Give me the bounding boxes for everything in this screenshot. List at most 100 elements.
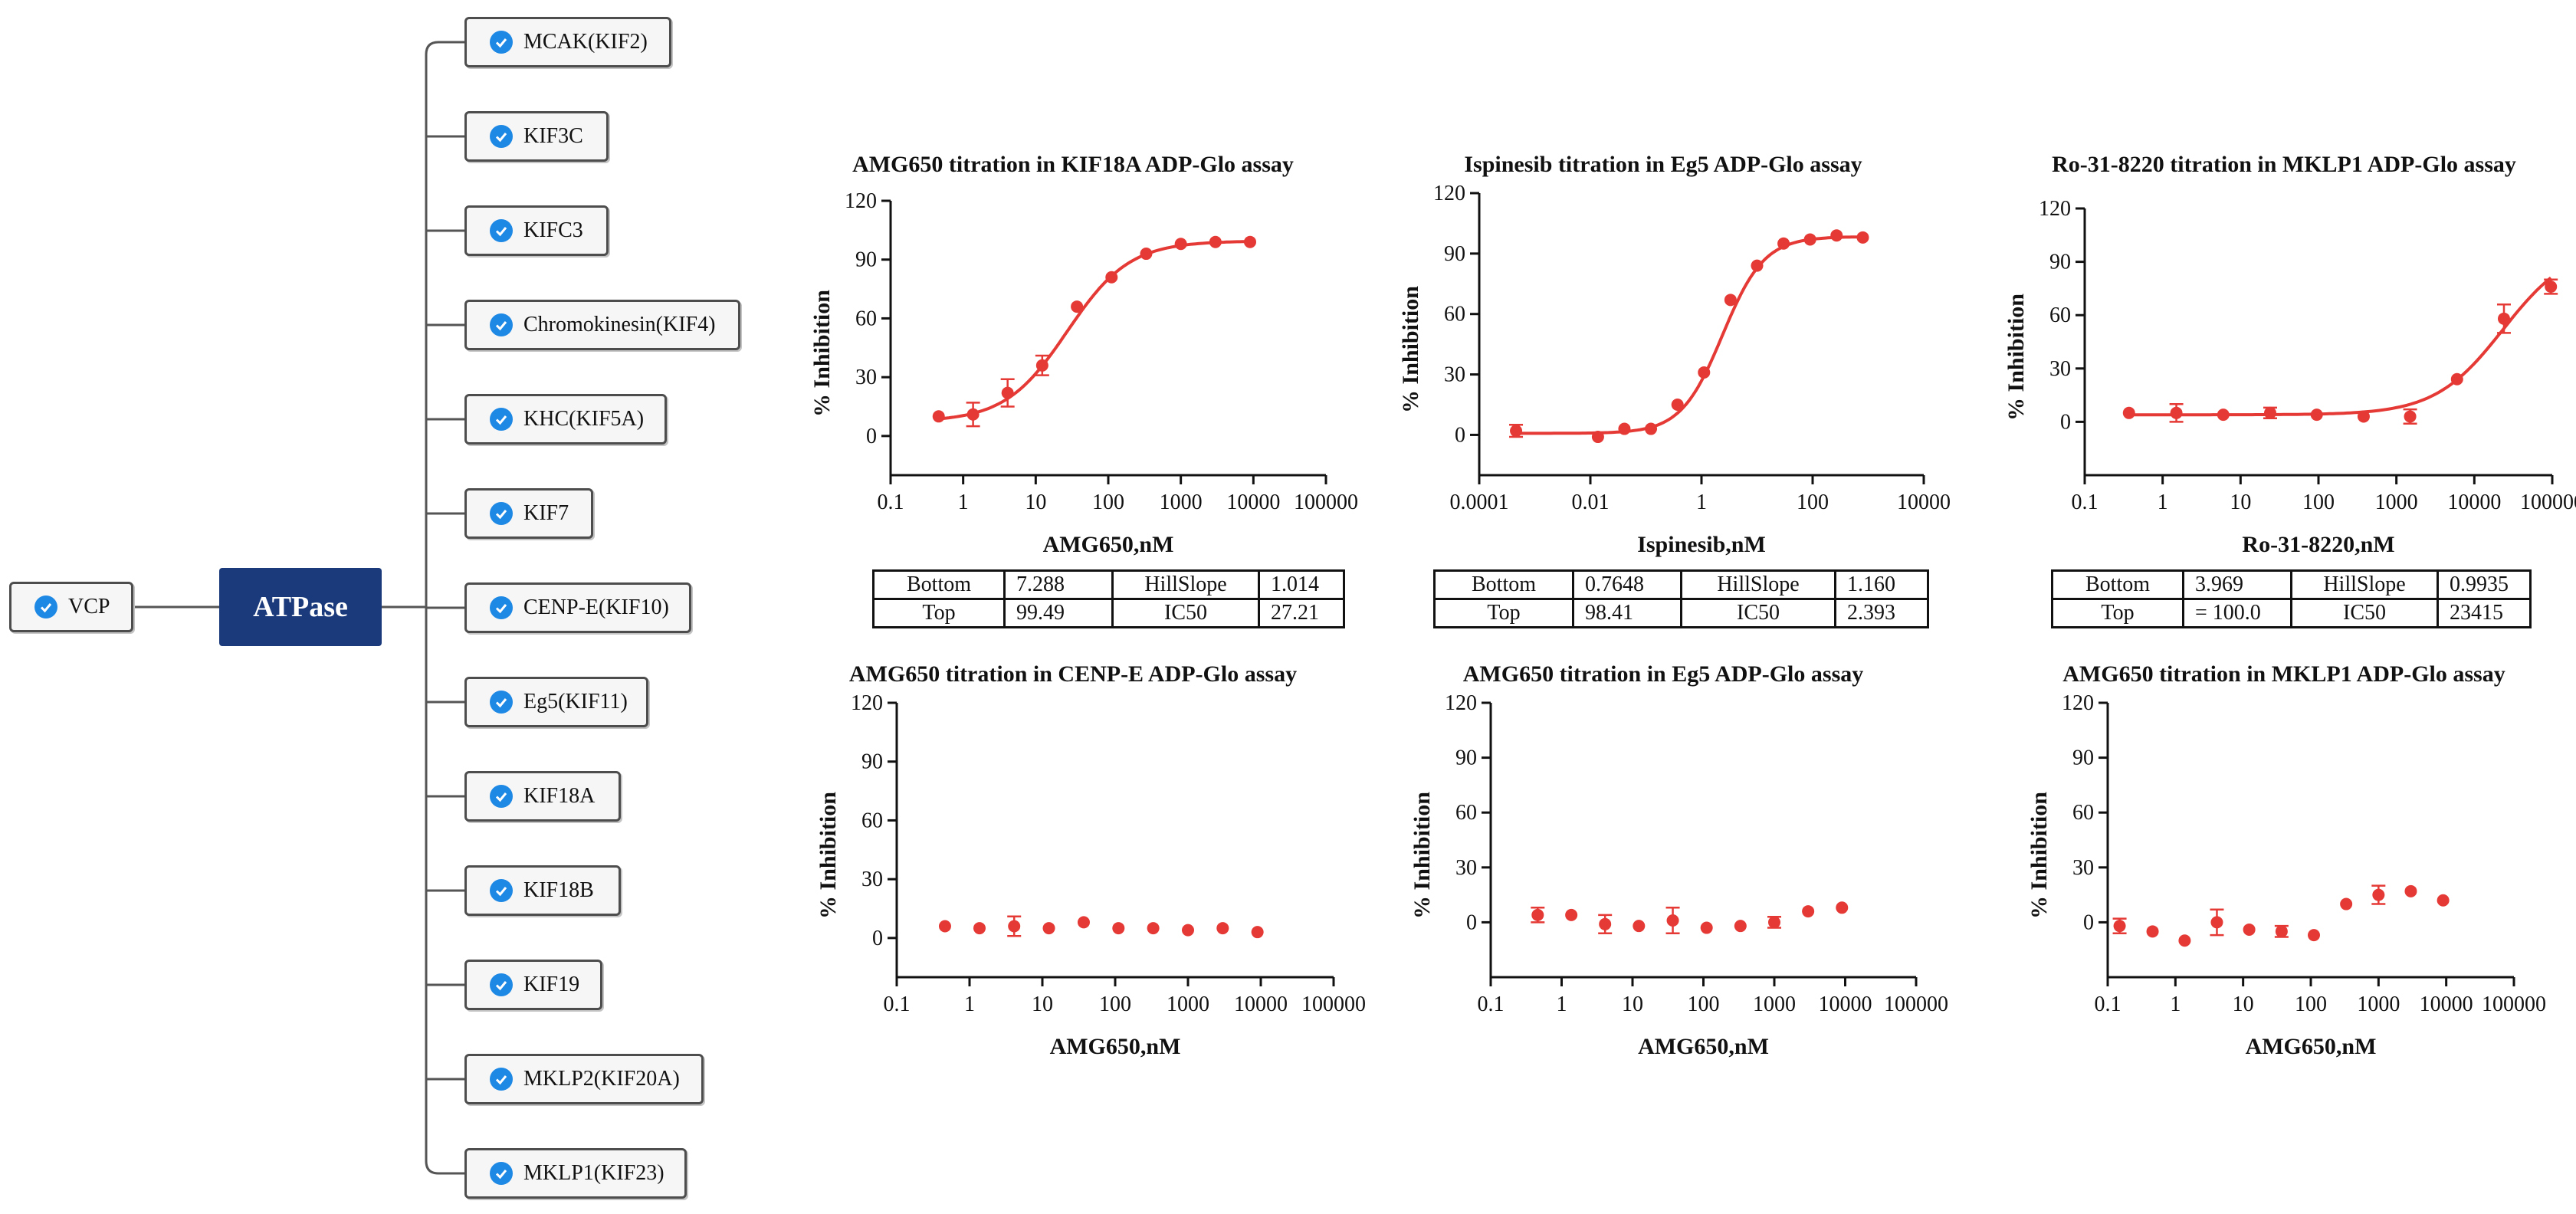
param-name: HillSlope xyxy=(1111,569,1260,600)
data-point xyxy=(2122,406,2135,419)
x-tick-label: 1000 xyxy=(1160,491,1203,514)
x-tick-label: 0.1 xyxy=(2095,993,2122,1016)
data-point xyxy=(1174,238,1187,251)
chart-kif18a-amg650: AMG650 titration in KIF18A ADP-Glo assay… xyxy=(797,146,1358,636)
fit-curve xyxy=(938,240,1251,421)
check-circle-icon xyxy=(490,879,513,902)
atpase-root-node[interactable]: ATPase xyxy=(219,568,382,646)
x-tick-label: 10 xyxy=(2230,491,2251,514)
x-tick-label: 0.1 xyxy=(1478,993,1505,1016)
tree-node-kifc3[interactable]: KIFC3 xyxy=(464,205,609,256)
check-circle-icon xyxy=(490,219,513,242)
tree-connectors xyxy=(133,41,464,1175)
chart-title: AMG650 titration in KIF18A ADP-Glo assay xyxy=(852,152,1294,177)
y-tick-label: 120 xyxy=(1445,691,1477,715)
data-point xyxy=(2217,408,2230,422)
tree-node-label: KIF7 xyxy=(523,501,569,525)
param-name: HillSlope xyxy=(2290,569,2439,600)
y-tick-label: 120 xyxy=(2039,197,2071,221)
tree-node-label: KIF19 xyxy=(523,973,580,996)
data-point xyxy=(1531,908,1544,921)
tree-node-khc[interactable]: KHC(KIF5A) xyxy=(464,394,667,445)
data-point xyxy=(1071,300,1084,313)
tree-node-mcak[interactable]: MCAK(KIF2) xyxy=(464,17,671,67)
tree-node-mklp2[interactable]: MKLP2(KIF20A) xyxy=(464,1054,704,1104)
param-value: 2.393 xyxy=(1834,598,1929,628)
x-tick-label: 1000 xyxy=(2357,993,2400,1016)
y-tick-label: 0 xyxy=(872,927,883,950)
data-point xyxy=(2178,934,2191,947)
data-point xyxy=(2170,406,2183,419)
x-axis-title: AMG650,nM xyxy=(2246,1034,2377,1059)
data-point xyxy=(1251,926,1264,939)
x-tick-label: 0.1 xyxy=(2072,491,2099,514)
y-tick-label: 60 xyxy=(861,809,883,832)
y-tick-label: 90 xyxy=(855,248,877,272)
x-tick-label: 0.0001 xyxy=(1450,491,1509,514)
data-point xyxy=(2497,312,2510,325)
x-tick-label: 100 xyxy=(1688,993,1720,1016)
param-name: Bottom xyxy=(872,569,1006,600)
param-value: 3.969 xyxy=(2182,569,2292,600)
y-tick-label: 0 xyxy=(1466,910,1477,934)
fit-params-row: Top = 100.0 IC50 23415 xyxy=(2051,598,2532,628)
data-point xyxy=(2450,372,2463,386)
fit-params-table: Bottom 7.288 HillSlope 1.014 Top 99.49 I… xyxy=(872,569,1345,628)
data-point xyxy=(2357,410,2370,423)
x-tick-label: 100 xyxy=(2302,491,2335,514)
param-value: 1.160 xyxy=(1834,569,1929,600)
param-name: Bottom xyxy=(2051,569,2184,600)
x-tick-label: 100000 xyxy=(2520,491,2576,514)
tree-node-label: KIF18A xyxy=(523,784,596,808)
tree-node-kif18b[interactable]: KIF18B xyxy=(464,865,621,916)
y-tick-label: 0 xyxy=(2083,910,2094,934)
fit-curve xyxy=(1516,235,1863,435)
x-tick-label: 100000 xyxy=(1294,491,1358,514)
x-tick-label: 0.01 xyxy=(1572,491,1610,514)
fit-params-table: Bottom 3.969 HillSlope 0.9935 Top = 100.… xyxy=(2051,569,2532,628)
vcp-node[interactable]: VCP xyxy=(9,582,133,632)
check-circle-icon xyxy=(490,408,513,431)
fit-params-table: Bottom 0.7648 HillSlope 1.160 Top 98.41 … xyxy=(1433,569,1929,628)
param-name: Bottom xyxy=(1433,569,1574,600)
tree-node-kif3c[interactable]: KIF3C xyxy=(464,111,609,162)
tree-node-label: MKLP2(KIF20A) xyxy=(523,1067,680,1091)
data-point xyxy=(2308,929,2321,942)
data-point xyxy=(1803,233,1816,246)
fit-params-row: Bottom 3.969 HillSlope 0.9935 xyxy=(2051,569,2532,600)
data-point xyxy=(1077,916,1090,929)
y-axis-title: % Inhibition xyxy=(809,290,835,417)
param-value: 0.9935 xyxy=(2437,569,2532,600)
data-point xyxy=(1001,386,1014,399)
data-point xyxy=(2146,925,2159,938)
x-tick-label: 1 xyxy=(958,491,969,514)
x-tick-label: 10000 xyxy=(1234,993,1288,1016)
chart-plot: 0 30 60 90 120 0.1 1 10 100 1000 10000 100000 AMG650… xyxy=(809,189,1358,557)
x-tick-label: 0.1 xyxy=(878,491,904,514)
data-point xyxy=(1147,922,1160,935)
chart-title: AMG650 titration in Eg5 ADP-Glo assay xyxy=(1462,661,1864,687)
tree-node-kif18a[interactable]: KIF18A xyxy=(464,771,621,822)
check-circle-icon xyxy=(490,1068,513,1091)
x-tick-label: 1 xyxy=(1696,491,1707,514)
tree-node-cenp-e[interactable]: CENP-E(KIF10) xyxy=(464,582,691,633)
y-axis-title: % Inhibition xyxy=(1398,286,1423,413)
tree-node-kif7[interactable]: KIF7 xyxy=(464,488,593,539)
check-circle-icon xyxy=(34,596,57,618)
param-value: 1.014 xyxy=(1258,569,1345,600)
tree-node-chromokinesin[interactable]: Chromokinesin(KIF4) xyxy=(464,300,740,350)
y-tick-label: 60 xyxy=(855,307,877,330)
chart-title: AMG650 titration in MKLP1 ADP-Glo assay xyxy=(2062,661,2505,687)
data-point xyxy=(1700,921,1713,934)
tree-node-label: Eg5(KIF11) xyxy=(523,690,628,714)
tree-node-label: MKLP1(KIF23) xyxy=(523,1161,665,1185)
tree-node-eg5[interactable]: Eg5(KIF11) xyxy=(464,677,648,727)
param-name: Top xyxy=(872,598,1006,628)
tree-node-mklp1[interactable]: MKLP1(KIF23) xyxy=(464,1148,687,1199)
tree-node-label: KIF3C xyxy=(523,124,583,148)
y-axis-title: % Inhibition xyxy=(2026,792,2052,919)
fit-params-row: Top 99.49 IC50 27.21 xyxy=(872,598,1345,628)
data-point xyxy=(973,922,986,935)
tree-node-kif19[interactable]: KIF19 xyxy=(464,960,602,1010)
check-circle-icon xyxy=(490,31,513,54)
